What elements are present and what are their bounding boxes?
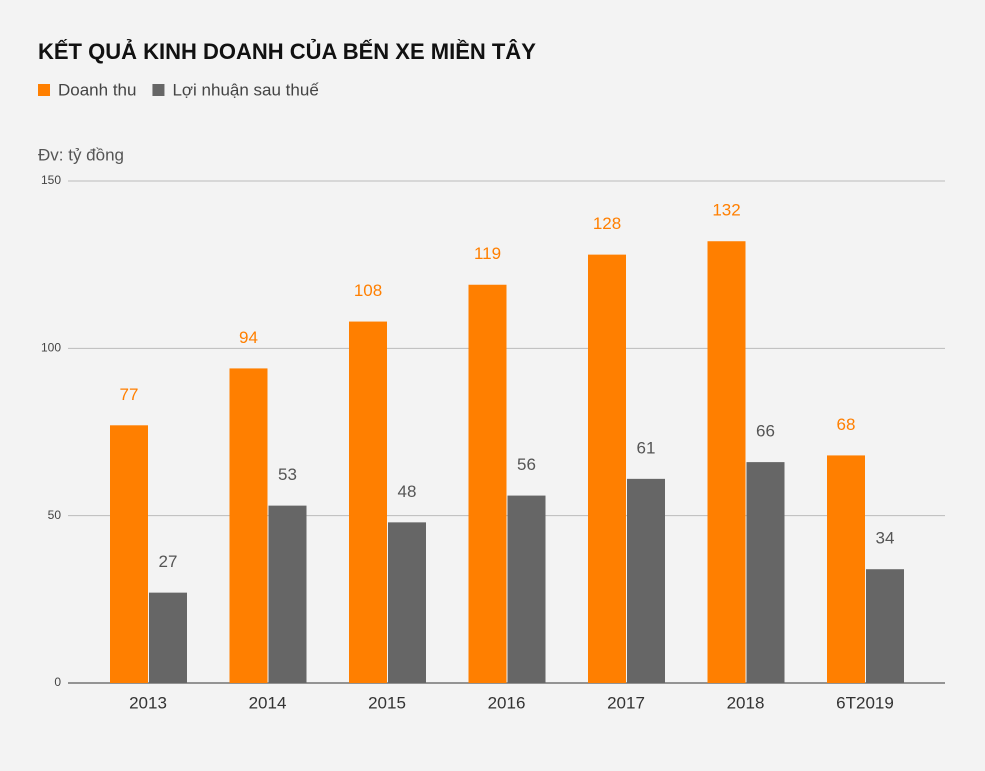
value-label: 48 [398,482,417,501]
bar [349,321,387,683]
bar [866,569,904,683]
value-label: 61 [637,438,656,457]
legend-swatch [38,84,50,96]
value-label: 77 [120,385,139,404]
x-tick-label: 2017 [607,693,645,712]
value-label: 68 [837,415,856,434]
bar [149,592,187,683]
value-label: 27 [159,552,178,571]
value-label: 108 [354,281,382,300]
x-tick-label: 2013 [129,693,167,712]
bar [229,368,268,683]
bar [588,254,626,684]
bar [507,495,546,683]
y-tick-label: 150 [41,173,61,187]
legend-label: Lợi nhuận sau thuế [172,80,319,99]
bar [707,241,746,684]
bar [627,478,665,683]
value-label: 66 [756,422,775,441]
legend-swatch [152,84,165,96]
y-tick-label: 100 [41,341,61,355]
bar [468,284,507,683]
value-label: 132 [712,201,740,220]
bar [388,522,426,683]
y-tick-label: 50 [48,508,62,522]
value-label: 53 [278,465,297,484]
chart-title: KẾT QUẢ KINH DOANH CỦA BẾN XE MIỀN TÂY [38,39,536,64]
value-label: 34 [876,529,895,548]
value-label: 94 [239,328,258,347]
x-tick-label: 6T2019 [836,693,894,712]
legend-label: Doanh thu [58,80,136,99]
y-axis-label: Đv: tỷ đồng [38,145,124,164]
bar [268,505,307,683]
x-tick-label: 2015 [368,693,406,712]
bar [746,462,785,683]
value-label: 128 [593,214,621,233]
x-tick-label: 2018 [727,693,765,712]
x-tick-label: 2016 [488,693,526,712]
value-label: 119 [474,244,501,263]
bar [827,455,865,683]
x-tick-label: 2014 [249,693,287,712]
bar [110,425,148,683]
value-label: 56 [517,455,536,474]
y-tick-label: 0 [54,675,61,689]
